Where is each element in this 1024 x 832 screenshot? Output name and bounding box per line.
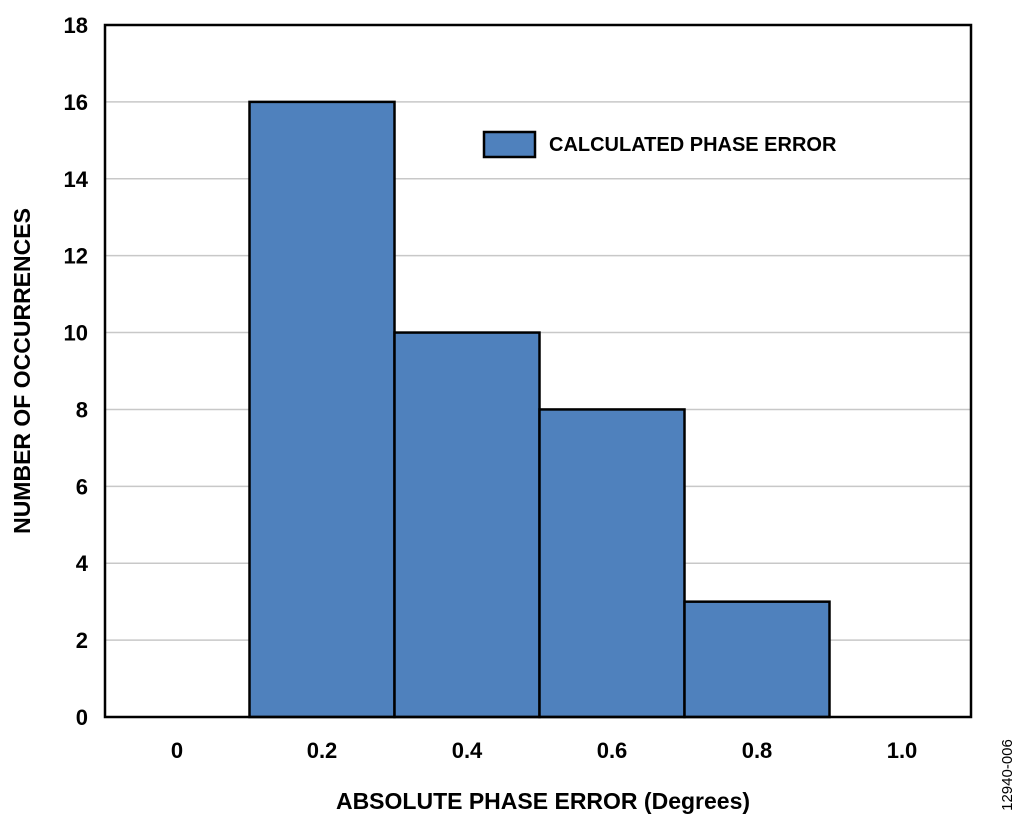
x-tick-label: 0.8: [742, 738, 773, 763]
y-tick-label: 2: [76, 628, 88, 653]
bar: [683, 600, 831, 719]
x-tick-label: 0.2: [307, 738, 338, 763]
y-tick-label: 4: [76, 551, 89, 576]
y-tick-labels: 0 2 4 6 8 10 12 14 16 18: [64, 13, 89, 730]
plot-frame: [103, 23, 973, 719]
bar: [538, 408, 686, 719]
y-tick-label: 12: [64, 244, 88, 269]
y-tick-label: 0: [76, 705, 88, 730]
y-tick-label: 10: [64, 321, 88, 346]
legend-label: CALCULATED PHASE ERROR: [549, 134, 837, 156]
y-tick-label: 8: [76, 397, 88, 422]
legend: CALCULATED PHASE ERROR: [482, 130, 837, 159]
legend-swatch: [482, 130, 537, 159]
bar: [248, 100, 396, 719]
y-tick-label: 16: [64, 90, 88, 115]
x-tick-label: 1.0: [887, 738, 918, 763]
y-tick-label: 18: [64, 13, 88, 38]
y-axis-title: NUMBER OF OCCURRENCES: [9, 208, 35, 534]
y-tick-label: 14: [64, 167, 89, 192]
x-tick-label: 0.6: [597, 738, 628, 763]
x-axis-title: ABSOLUTE PHASE ERROR (Degrees): [336, 788, 750, 814]
x-tick-label: 0: [171, 738, 183, 763]
bars: [248, 100, 831, 719]
x-tick-labels: 0 0.2 0.4 0.6 0.8 1.0: [171, 738, 917, 763]
bar: [393, 331, 541, 719]
figure-id: 12940-006: [999, 739, 1016, 811]
y-tick-label: 6: [76, 474, 88, 499]
x-tick-label: 0.4: [452, 738, 483, 763]
